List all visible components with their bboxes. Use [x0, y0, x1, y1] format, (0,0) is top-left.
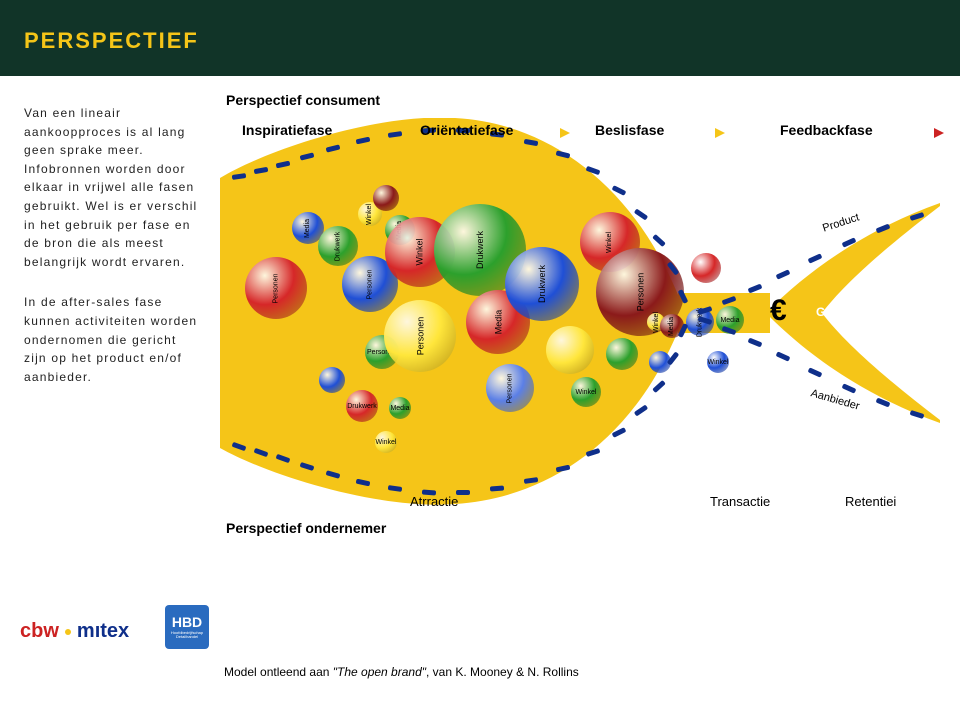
bubble-26: Drukwerk	[686, 308, 714, 336]
phase-label-0: Inspiratiefase	[242, 122, 332, 138]
logo-dot-icon	[65, 629, 71, 635]
intro-paragraph-1: Van een lineair aankoopproces is al lang…	[24, 104, 199, 271]
page-title: PERSPECTIEF	[24, 28, 199, 54]
diagram-area: Perspectief consument Personen Media Drukw…	[210, 92, 950, 562]
left-column: Van een lineair aankoopproces is al lang…	[24, 104, 199, 408]
bubble-19: Winkel	[571, 377, 601, 407]
bubble-label-0: Personen	[273, 273, 280, 303]
bubble-4	[373, 185, 399, 211]
bubble-label-20: Winkel	[606, 231, 613, 252]
bubble-0: Personen	[245, 257, 307, 319]
citation: Model ontleend aan "The open brand", van…	[224, 665, 579, 679]
bubble-label-19: Winkel	[575, 389, 596, 396]
logo-hbd: HBD Hoofdbedrijfschap Detailhandel	[165, 605, 209, 649]
bubble-16: Drukwerk	[505, 247, 579, 321]
bottom-phase-label-2: Retentiei	[845, 494, 896, 509]
bubble-2: Drukwerk	[318, 226, 358, 266]
citation-suffix: , van K. Mooney & N. Rollins	[426, 665, 579, 679]
citation-prefix: Model ontleend aan	[224, 665, 333, 679]
citation-italic: "The open brand"	[333, 665, 426, 679]
bubble-label-29: Winkel	[707, 359, 728, 366]
bubble-label-26: Drukwerk	[697, 307, 704, 337]
ondernemer-label: Perspectief ondernemer	[226, 520, 386, 536]
geen-label: Geen	[816, 305, 846, 319]
bubble-22	[606, 338, 638, 370]
bubble-13: Winkel	[375, 431, 397, 453]
bubble-label-11: Drukwerk	[347, 403, 377, 410]
bubble-17: Personen	[486, 364, 534, 412]
bubble-label-1: Media	[304, 218, 311, 237]
phase-arrow-4	[934, 128, 944, 138]
bottom-phase-label-0: Atrractie	[410, 494, 458, 509]
bubble-23	[649, 351, 671, 373]
bubble-label-7: Winkel	[415, 238, 425, 265]
bubble-label-13: Winkel	[375, 439, 396, 446]
phase-arrow-3	[715, 128, 725, 138]
bubble-label-16: Drukwerk	[537, 265, 547, 303]
bubble-28	[691, 253, 721, 283]
phase-label-3: Feedbackfase	[780, 122, 873, 138]
bubble-label-21: Personen	[635, 273, 645, 312]
bubble-label-12: Media	[390, 405, 409, 412]
bubble-12: Media	[389, 397, 411, 419]
page-root: PERSPECTIEF Van een lineair aankoopproce…	[0, 0, 960, 705]
bubble-label-6: Personen	[367, 269, 374, 299]
bubble-label-17: Personen	[507, 373, 514, 403]
logo-cbw-mitex: cbw mıtex	[20, 620, 129, 643]
euro-symbol: €	[770, 294, 787, 328]
bubble-label-14: Drukwerk	[475, 231, 485, 269]
header-bar: PERSPECTIEF	[0, 0, 960, 76]
bubble-18	[546, 326, 594, 374]
consument-label: Perspectief consument	[226, 92, 380, 108]
bubble-label-9: Personen	[415, 317, 425, 356]
bottom-phase-label-1: Transactie	[710, 494, 770, 509]
bubble-label-27: Media	[720, 317, 739, 324]
logo-mitex-text: mıtex	[77, 620, 129, 643]
phase-label-1: Oriëntatiefase	[420, 122, 513, 138]
phase-arrow-1	[370, 128, 380, 138]
bubble-label-25: Media	[668, 316, 675, 335]
phase-label-2: Beslisfase	[595, 122, 664, 138]
intro-paragraph-2: In de after-sales fase kunnen activiteit…	[24, 293, 199, 386]
bubble-29: Winkel	[707, 351, 729, 373]
bubble-label-3: Winkel	[366, 203, 373, 224]
bubble-label-2: Drukwerk	[335, 231, 342, 261]
hbd-subtext: Hoofdbedrijfschap Detailhandel	[165, 631, 209, 640]
bubble-label-15: Media	[493, 310, 503, 335]
bubble-10	[319, 367, 345, 393]
bubble-9: Personen	[384, 300, 456, 372]
phase-arrow-2	[560, 128, 570, 138]
bubble-11: Drukwerk	[346, 390, 378, 422]
bubble-27: Media	[716, 306, 744, 334]
hbd-text: HBD	[172, 615, 202, 629]
bubble-25: Media	[660, 314, 684, 338]
bubble-label-24: Winkel	[653, 311, 660, 332]
logo-cbw-text: cbw	[20, 620, 59, 643]
